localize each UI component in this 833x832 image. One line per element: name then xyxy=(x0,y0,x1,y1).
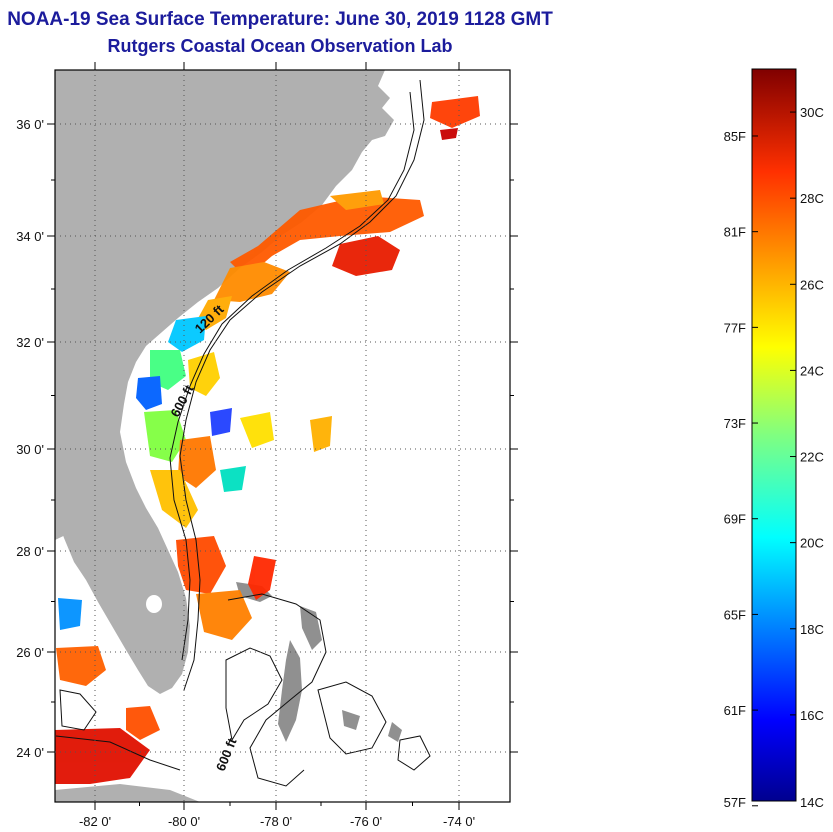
longitude-label: -74 0' xyxy=(443,814,475,829)
map-title: NOAA-19 Sea Surface Temperature: June 30… xyxy=(7,9,553,30)
map-plot-area xyxy=(55,70,510,802)
fahrenheit-label: 69F xyxy=(724,512,746,527)
celsius-label: 30C xyxy=(800,105,824,120)
fahrenheit-label: 85F xyxy=(724,129,746,144)
latitude-labels: 36 0' 34 0' 32 0' 30 0' 28 0' 26 0' 24 0' xyxy=(16,117,44,760)
land-mass-bahamas xyxy=(278,640,302,742)
fahrenheit-label: 77F xyxy=(724,320,746,335)
land-mass-us-southeast xyxy=(55,70,394,694)
longitude-label: -78 0' xyxy=(260,814,292,829)
longitude-labels: -82 0' -80 0' -78 0' -76 0' -74 0' xyxy=(79,814,475,829)
fahrenheit-label: 81F xyxy=(724,225,746,240)
longitude-label: -76 0' xyxy=(350,814,382,829)
fahrenheit-label: 73F xyxy=(724,416,746,431)
celsius-label: 28C xyxy=(800,191,824,206)
celsius-label: 16C xyxy=(800,708,824,723)
fahrenheit-label: 65F xyxy=(724,607,746,622)
lake-okeechobee xyxy=(146,595,162,613)
celsius-label: 22C xyxy=(800,450,824,465)
celsius-label: 14C xyxy=(800,795,824,810)
latitude-label: 24 0' xyxy=(16,745,44,760)
fahrenheit-label: 57F xyxy=(724,795,746,810)
graticule xyxy=(47,62,518,810)
celsius-label: 20C xyxy=(800,536,824,551)
colorbar-gradient xyxy=(751,68,797,802)
celsius-label: 24C xyxy=(800,363,824,378)
longitude-label: -80 0' xyxy=(168,814,200,829)
celsius-label: 18C xyxy=(800,622,824,637)
latitude-label: 36 0' xyxy=(16,117,44,132)
colorbar-ticks: 30C 28C 26C 24C 22C 20C 18C 16C 14C 85F 81F 77F 73F 6… xyxy=(724,105,824,810)
latitude-label: 28 0' xyxy=(16,544,44,559)
celsius-label: 26C xyxy=(800,277,824,292)
temperature-colorbar: 30C 28C 26C 24C 22C 20C 18C 16C 14C 85F 81F 77F 73F 6… xyxy=(724,68,824,810)
isobath-contours xyxy=(55,79,431,787)
latitude-label: 34 0' xyxy=(16,229,44,244)
map-frame xyxy=(54,69,511,803)
latitude-label: 30 0' xyxy=(16,442,44,457)
land-mass-cuba xyxy=(55,784,200,802)
fahrenheit-label: 61F xyxy=(724,703,746,718)
latitude-label: 26 0' xyxy=(16,645,44,660)
map-subtitle: Rutgers Coastal Ocean Observation Lab xyxy=(107,36,453,56)
latitude-label: 32 0' xyxy=(16,335,44,350)
longitude-label: -82 0' xyxy=(79,814,111,829)
